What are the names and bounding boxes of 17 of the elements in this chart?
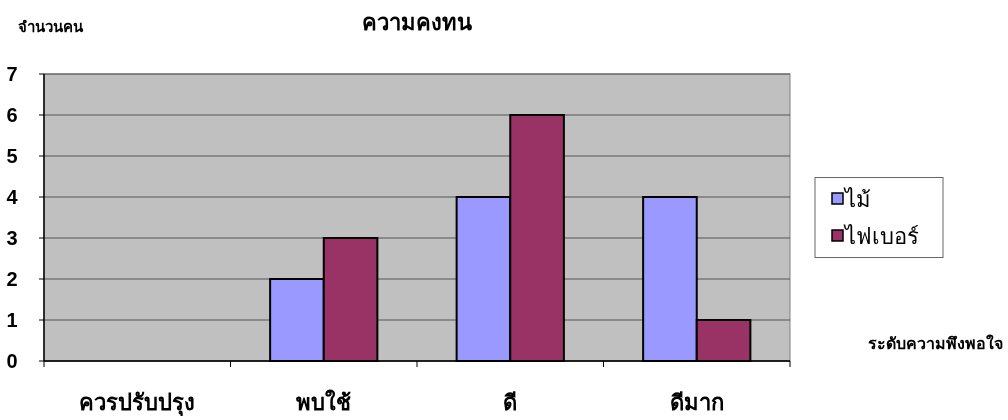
x-tick-label: พบใช้ (296, 389, 352, 415)
y-tick-label: 4 (6, 186, 18, 208)
x-tick-label: ดีมาก (669, 389, 724, 415)
x-tick-label: ดี (503, 389, 518, 415)
x-axis-title: ระดับความพึงพอใจ (868, 334, 1003, 352)
y-tick-label: 7 (6, 63, 18, 85)
x-tick-label: ควรปรับปรุง (79, 389, 196, 415)
y-tick-label: 5 (6, 145, 18, 167)
legend-label: ไฟเบอร์ (845, 223, 919, 249)
title: ความคงทน (362, 9, 472, 35)
legend-label: ไม้ (845, 186, 871, 212)
y-tick-label: 3 (6, 227, 18, 249)
y-tick-label: 6 (6, 104, 18, 126)
y-axis-title: จำนวนคน (18, 17, 83, 35)
y-tick-label: 2 (6, 268, 18, 290)
y-tick-label: 0 (6, 350, 18, 372)
y-tick-label: 1 (6, 309, 18, 331)
